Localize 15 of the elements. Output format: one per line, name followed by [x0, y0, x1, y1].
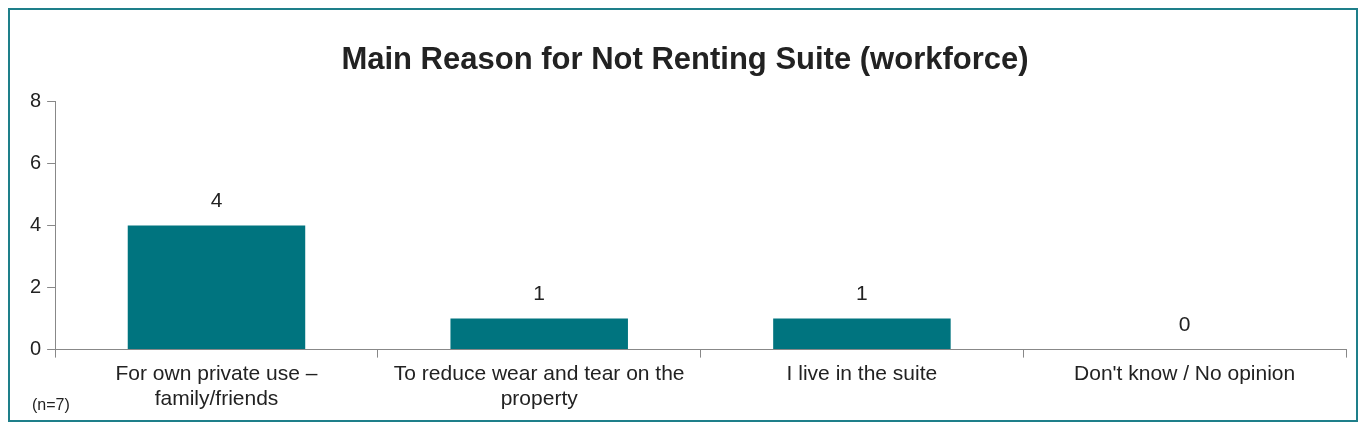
- x-tick-label: To reduce wear and tear on the property: [393, 361, 685, 410]
- data-label: 1: [856, 280, 868, 304]
- y-tick-label: 0: [30, 337, 42, 360]
- y-tick-label: 4: [30, 212, 42, 235]
- x-tick-label: For own private use – family/friends: [115, 361, 318, 410]
- text: (n=7): [32, 396, 70, 414]
- x-tick-label: Don't know / No opinion: [1074, 361, 1296, 384]
- data-label: 1: [533, 280, 546, 304]
- y-tick-label: 6: [30, 150, 42, 173]
- data-label: 0: [1178, 311, 1191, 335]
- chart-title: Main Reason for Not Renting Suite (workforce): [341, 41, 1029, 77]
- y-tick-label: 8: [30, 88, 42, 111]
- data-label: 4: [210, 187, 223, 211]
- y-tick-label: 2: [30, 275, 42, 298]
- x-tick-label: I live in the suite: [786, 361, 938, 384]
